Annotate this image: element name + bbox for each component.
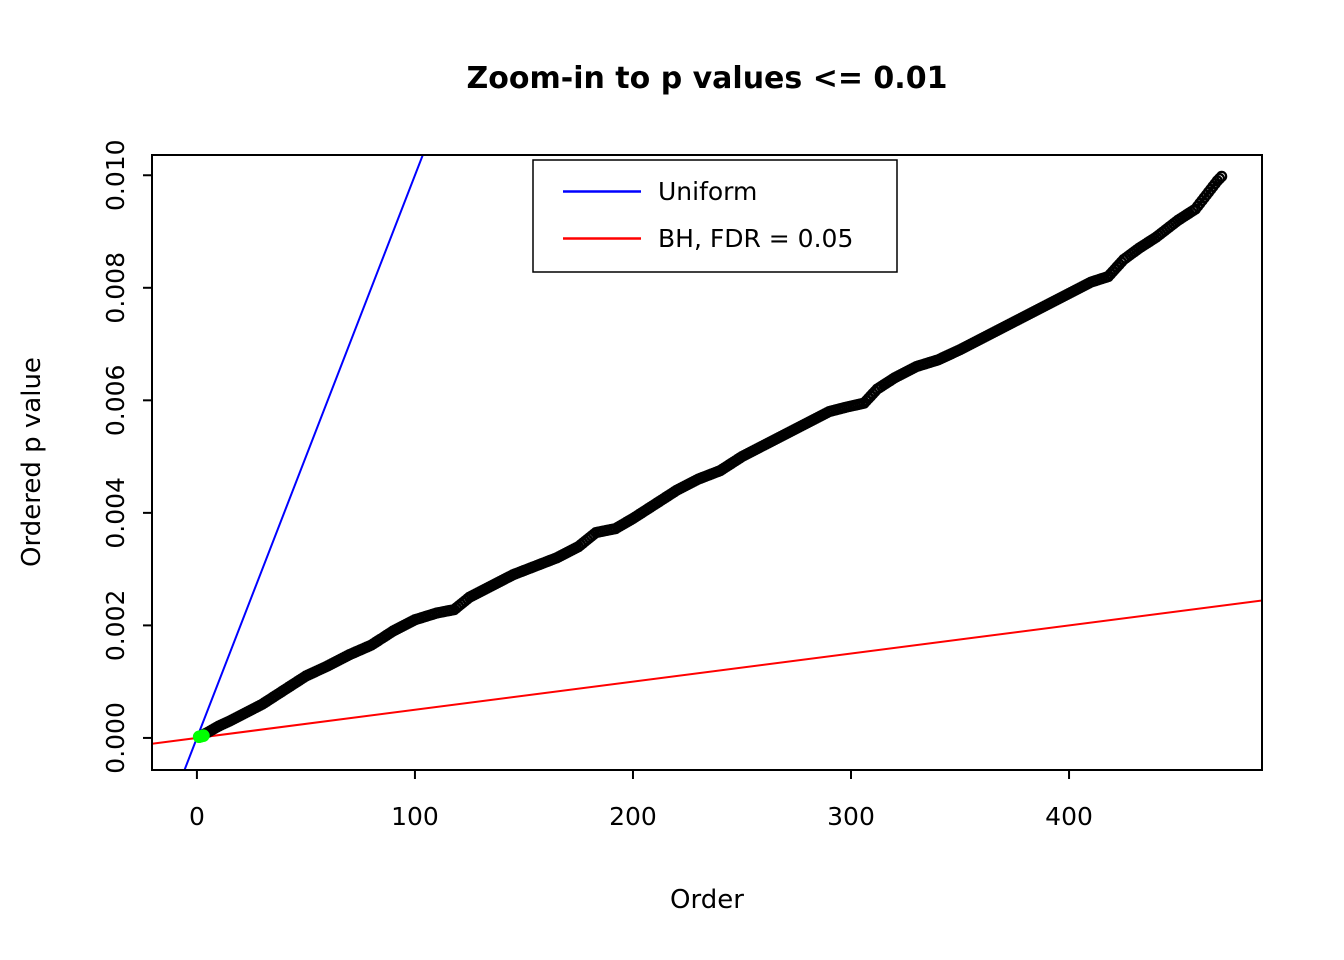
legend-entry-label: Uniform xyxy=(658,177,757,206)
x-tick-label: 300 xyxy=(827,802,875,831)
bh-line xyxy=(152,599,1262,745)
y-tick-label: 0.008 xyxy=(101,252,130,324)
chart-title: Zoom-in to p values <= 0.01 xyxy=(467,61,948,96)
significant-point xyxy=(197,729,210,742)
y-tick-label: 0.002 xyxy=(101,590,130,662)
x-tick-label: 400 xyxy=(1045,802,1093,831)
data-point xyxy=(1216,170,1228,182)
y-tick-label: 0.000 xyxy=(101,702,130,774)
legend-box xyxy=(532,159,898,273)
data-point xyxy=(1213,173,1226,185)
x-tick-label: 0 xyxy=(189,802,205,831)
plot-area xyxy=(152,155,1262,770)
y-tick-label: 0.010 xyxy=(101,139,130,211)
legend-entry-label: BH, FDR = 0.05 xyxy=(658,224,853,253)
x-axis-label: Order xyxy=(670,885,744,915)
uniform-line xyxy=(183,155,424,770)
legend: Uniform BH, FDR = 0.05 xyxy=(532,159,898,273)
x-tick-label: 200 xyxy=(609,802,657,831)
x-tick-label: 100 xyxy=(391,802,439,831)
ordered-pvalue-points xyxy=(193,170,1228,743)
y-axis-label: Ordered p value xyxy=(17,357,47,567)
y-tick-label: 0.006 xyxy=(101,365,130,437)
y-tick-label: 0.004 xyxy=(101,477,130,549)
plot-border xyxy=(151,154,1263,771)
